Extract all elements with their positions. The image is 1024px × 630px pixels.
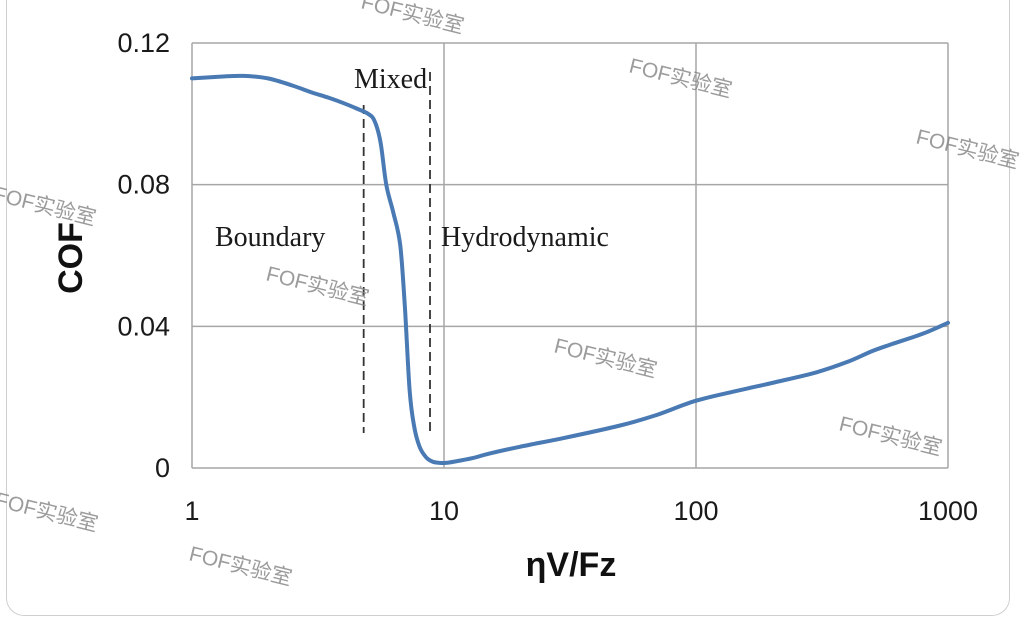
x-tick-label: 1	[184, 496, 199, 526]
x-tick-label: 100	[673, 496, 718, 526]
y-tick-label: 0.12	[117, 28, 170, 58]
watermark-text: FOF实验室	[837, 413, 944, 461]
watermark-layer: FOF实验室 FOF实验室 FOF实验室 FOF实验室 FOF实验室 FOF实验室 FOF实…	[0, 0, 1021, 590]
region-label-hydrodynamic: Hydrodynamic	[441, 222, 609, 253]
chart-frame	[6, 0, 1010, 616]
watermark-text: FOF实验室	[0, 183, 98, 231]
y-tick-label: 0.04	[117, 311, 170, 341]
watermark-text: FOF实验室	[0, 489, 100, 537]
watermark-text: FOF实验室	[914, 126, 1021, 174]
region-label-mixed: Mixed	[354, 64, 427, 95]
grid-lines	[191, 42, 949, 469]
watermark-text: FOF实验室	[627, 55, 734, 103]
regime-divider-lines	[362, 72, 431, 433]
cof-curve	[190, 73, 950, 466]
tick-labels: 0 0.04 0.08 0.12 1 10 100 1000	[117, 28, 978, 526]
region-label-boundary: Boundary	[215, 222, 325, 253]
watermark-text: FOF实验室	[552, 335, 659, 383]
y-tick-label: 0.08	[117, 170, 170, 200]
x-tick-label: 10	[429, 496, 459, 526]
x-axis-title: ηV/Fz	[526, 546, 617, 584]
watermark-text: FOF实验室	[359, 0, 466, 38]
watermark-text: FOF实验室	[187, 543, 294, 591]
watermark-text: FOF实验室	[264, 263, 371, 311]
y-tick-label: 0	[155, 453, 170, 483]
y-axis-title: COF	[52, 222, 90, 294]
x-tick-label: 1000	[918, 496, 978, 526]
